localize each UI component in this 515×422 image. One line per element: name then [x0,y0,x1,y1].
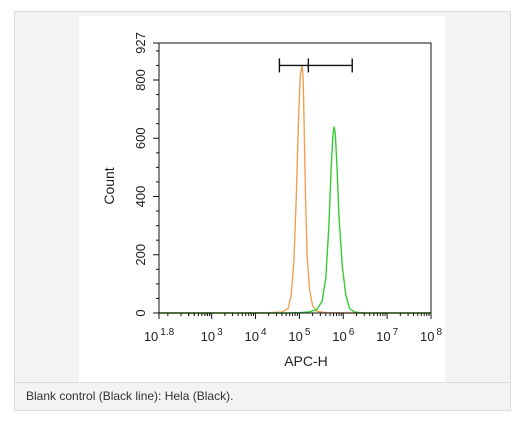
caption-bar: Blank control (Black line): Hela (Black)… [15,382,510,410]
x-tick-label: 10 7 [376,327,398,344]
x-tick-label: 10 6 [332,327,354,344]
chart-panel: 0 200 400 600 800 927 10 1.8 10 3 10 4 10 5 10 6 10 7 10 8 … [79,16,445,382]
y-tick-label: 927 [133,32,148,54]
x-tick-label: 10 5 [288,327,310,344]
figure-caption: Blank control (Black line): Hela (Black)… [26,389,234,403]
x-tick-label: 10 1.8 [144,327,175,344]
y-tick-label: 200 [133,244,148,266]
x-tick-label: 10 4 [245,327,267,344]
y-tick-label: 600 [133,127,148,149]
y-tick-label: 400 [133,186,148,208]
y-tick-label: 0 [133,309,148,316]
y-tick-label: 800 [133,69,148,91]
x-tick-label: 10 8 [420,327,442,344]
x-axis-label: APC-H [284,353,328,369]
plot-frame [158,42,432,314]
histogram-curve-0 [159,65,431,314]
histogram-curve-1 [159,126,431,314]
y-axis-label: Count [101,167,117,204]
x-tick-label: 10 3 [201,327,223,344]
figure-card: 0 200 400 600 800 927 10 1.8 10 3 10 4 10 5 10 6 10 7 10 8 … [14,11,511,411]
